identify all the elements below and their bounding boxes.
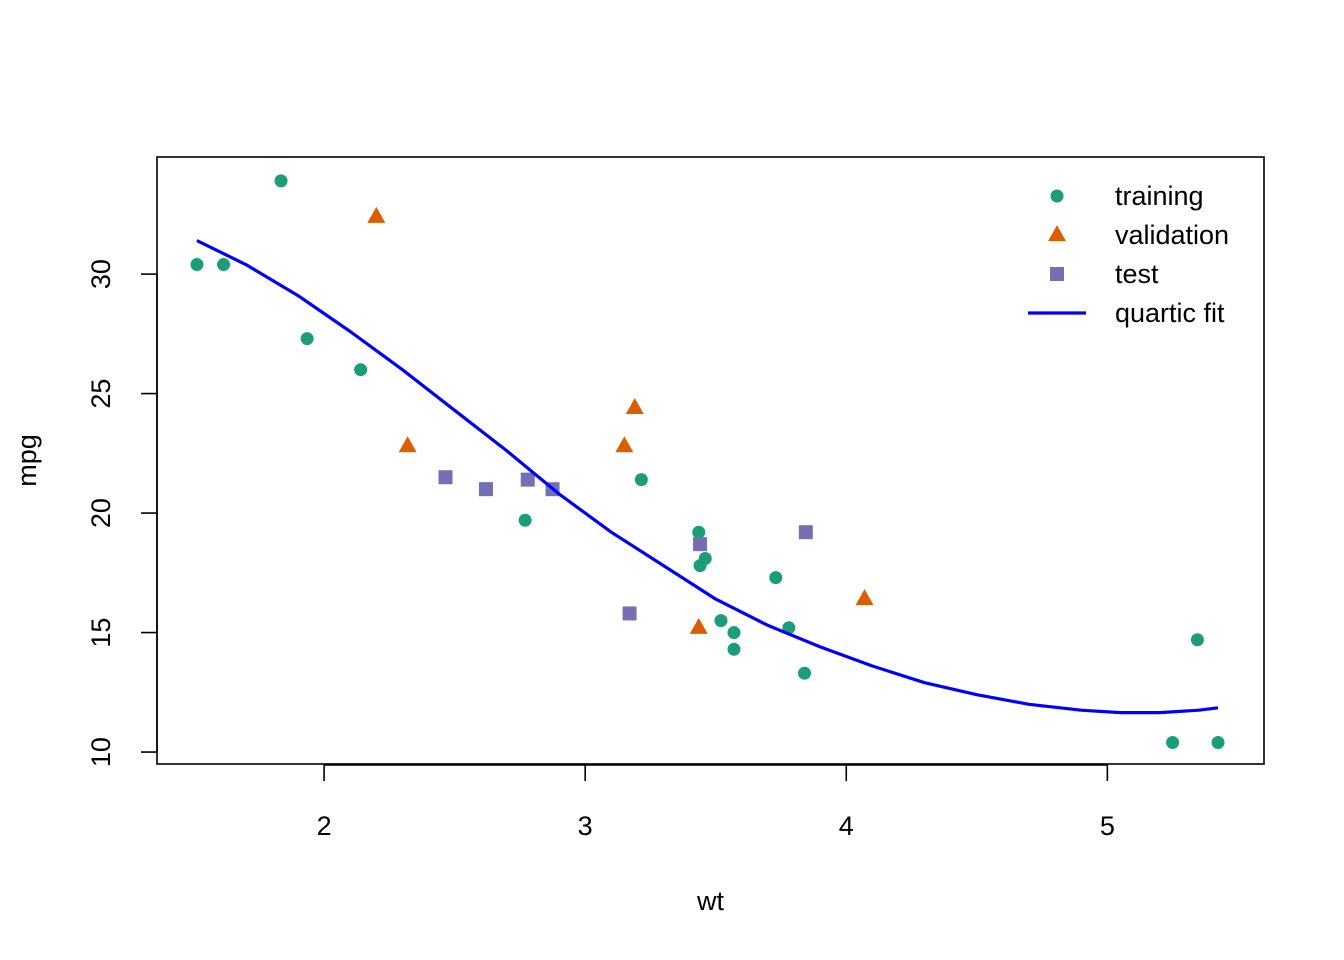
training-point (354, 363, 368, 377)
validation-point (689, 617, 708, 634)
x-tick-label: 4 (839, 811, 854, 841)
test-point (478, 482, 493, 497)
legend-label-test: test (1115, 259, 1159, 289)
validation-point (855, 589, 874, 606)
training-point (727, 642, 741, 656)
axes: 2 3 4 5 10 15 20 25 30 (86, 259, 1115, 841)
training-point (1166, 735, 1180, 749)
test-point (693, 537, 708, 552)
training-point (692, 525, 706, 539)
x-tick-label: 3 (578, 811, 593, 841)
x-axis-label: wt (696, 886, 724, 916)
legend-label-training: training (1115, 181, 1204, 211)
validation-point (398, 436, 417, 453)
training-point (1190, 633, 1204, 647)
training-point (769, 571, 783, 585)
training-point (217, 258, 231, 272)
training-point (698, 551, 712, 565)
legend-training-key (1050, 189, 1064, 203)
training-point (727, 626, 741, 640)
training-point (797, 666, 811, 680)
training-point (518, 513, 532, 527)
fit-line (196, 239, 1219, 715)
training-point (634, 473, 648, 487)
legend-label-quartic-fit: quartic fit (1115, 298, 1225, 328)
test-point (520, 472, 535, 487)
y-tick-label: 10 (86, 737, 116, 767)
test-point (438, 470, 453, 485)
y-tick-label: 30 (86, 259, 116, 289)
legend-test-key (1050, 267, 1064, 281)
plot-area (190, 174, 1225, 749)
validation-point (367, 206, 386, 223)
training-point (1211, 735, 1225, 749)
y-tick-label: 15 (86, 618, 116, 648)
legend: training validation test quartic fit (1028, 181, 1229, 328)
y-tick-label: 25 (86, 379, 116, 409)
training-point (190, 258, 204, 272)
test-point (798, 525, 813, 540)
legend-validation-key (1048, 225, 1066, 242)
y-tick-label: 20 (86, 498, 116, 528)
training-point (714, 614, 728, 628)
x-tick-label: 2 (317, 811, 332, 841)
validation-point (615, 436, 634, 453)
training-point (274, 174, 288, 188)
test-point (622, 606, 637, 621)
y-axis-label: mpg (12, 434, 42, 487)
x-tick-label: 5 (1100, 811, 1115, 841)
plot-frame (156, 156, 1265, 765)
legend-label-validation: validation (1115, 220, 1229, 250)
training-point (300, 332, 314, 346)
validation-point (625, 398, 644, 415)
